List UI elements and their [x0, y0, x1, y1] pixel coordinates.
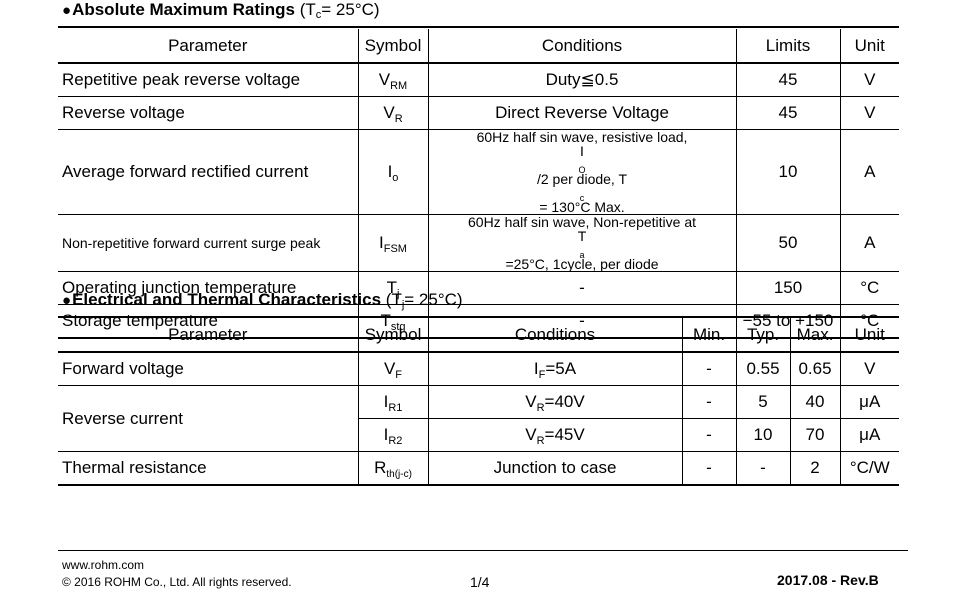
symbol-cell: VR: [357, 96, 429, 130]
table-row: Non-repetitive forward current surge pea…: [58, 214, 899, 272]
section-title-electrical: ●Electrical and Thermal Characteristics …: [62, 290, 463, 311]
limits-cell: 50: [735, 214, 841, 272]
parameter-cell: Average forward rectified current: [58, 129, 359, 215]
symbol-cell: VF: [357, 352, 429, 386]
conditions-cell: 60Hz half sin wave, resistive load, I O/2…: [427, 129, 737, 215]
section-heading: Absolute Maximum Ratings: [72, 0, 295, 19]
unit-cell: A: [839, 129, 899, 215]
unit-cell: A: [839, 214, 899, 272]
conditions-cell: IF=5A: [427, 352, 683, 386]
limits-cell: 45: [735, 63, 841, 97]
header-symbol: Symbol: [357, 29, 429, 64]
table-row: Repetitive peak reverse voltage VRM Duty…: [58, 63, 899, 97]
header-typ: Typ.: [735, 318, 791, 353]
symbol-cell: IR2: [357, 418, 429, 452]
symbol-cell: Rth(j-c): [357, 451, 429, 486]
conditions-cell: Direct Reverse Voltage: [427, 96, 737, 130]
table-row: Average forward rectified current Io 60H…: [58, 129, 899, 215]
table-row: Thermal resistance Rth(j-c) Junction to …: [58, 451, 899, 486]
symbol-cell: IFSM: [357, 214, 429, 272]
min-cell: -: [681, 451, 737, 486]
conditions-cell: Duty≦0.5: [427, 63, 737, 97]
typ-cell: 5: [735, 385, 791, 419]
conditions-cell: VR=45V: [427, 418, 683, 452]
header-parameter: Parameter: [58, 318, 359, 353]
table-top-rule: [58, 316, 899, 318]
conditions-cell: -: [427, 271, 737, 305]
header-limits: Limits: [735, 29, 841, 64]
unit-cell: V: [839, 352, 899, 386]
parameter-cell: Forward voltage: [58, 352, 359, 386]
header-unit: Unit: [839, 29, 899, 64]
min-cell: -: [681, 418, 737, 452]
min-cell: -: [681, 352, 737, 386]
conditions-cell: VR=40V: [427, 385, 683, 419]
table-row: Forward voltage VF IF=5A - 0.55 0.65 V: [58, 352, 899, 386]
conditions-cell: Junction to case: [427, 451, 683, 486]
limits-cell: 150: [735, 271, 841, 305]
symbol-cell: IR1: [357, 385, 429, 419]
max-cell: 0.65: [789, 352, 841, 386]
table-row: Reverse current IR1 VR=40V - 5 40 μA: [58, 385, 899, 452]
parameter-cell: Operating junction temperature: [58, 271, 359, 305]
footer-page-number: 1/4: [470, 574, 490, 590]
unit-cell: V: [839, 96, 899, 130]
table-row: IR2 VR=45V - 10 70 μA: [58, 418, 899, 452]
header-conditions: Conditions: [427, 29, 737, 64]
bullet-icon: ●: [62, 292, 72, 309]
max-cell: 70: [789, 418, 841, 452]
section-title-absolute-max: ●Absolute Maximum Ratings (Tc= 25°C): [62, 0, 380, 21]
header-min: Min.: [681, 318, 737, 353]
limits-cell: 45: [735, 96, 841, 130]
header-unit: Unit: [839, 318, 899, 353]
typ-cell: 0.55: [735, 352, 791, 386]
parameter-cell: Thermal resistance: [58, 451, 359, 486]
unit-cell: °C: [839, 271, 899, 305]
table-row: Reverse voltage VR Direct Reverse Voltag…: [58, 96, 899, 130]
parameter-cell: Non-repetitive forward current surge pea…: [58, 214, 359, 272]
table-header-row: Parameter Symbol Conditions Limits Unit: [58, 29, 899, 64]
symbol-cell: Io: [357, 129, 429, 215]
unit-cell: μA: [839, 385, 899, 419]
footer-url[interactable]: www.rohm.com: [62, 558, 145, 572]
min-cell: -: [681, 385, 737, 419]
max-cell: 40: [789, 385, 841, 419]
limits-cell: 10: [735, 129, 841, 215]
header-max: Max.: [789, 318, 841, 353]
electrical-thermal-table: Parameter Symbol Conditions Min. Typ. Ma…: [58, 318, 899, 486]
table-header-row: Parameter Symbol Conditions Min. Typ. Ma…: [58, 318, 899, 353]
table-top-rule: [58, 26, 899, 28]
typ-cell: -: [735, 451, 791, 486]
footer-revision: 2017.08 - Rev.B: [777, 572, 879, 588]
bullet-icon: ●: [62, 2, 72, 19]
table-row: Operating junction temperature Tj - 150 …: [58, 271, 899, 305]
unit-cell: V: [839, 63, 899, 97]
typ-cell: 10: [735, 418, 791, 452]
section-heading: Electrical and Thermal Characteristics: [72, 290, 382, 309]
parameter-cell: Repetitive peak reverse voltage: [58, 63, 359, 97]
header-symbol: Symbol: [357, 318, 429, 353]
header-conditions: Conditions: [427, 318, 683, 353]
parameter-cell: Reverse voltage: [58, 96, 359, 130]
section-condition: (Tj= 25°C): [385, 290, 463, 311]
unit-cell: μA: [839, 418, 899, 452]
footer-rule: [58, 550, 908, 551]
parameter-cell: Reverse current: [58, 385, 359, 452]
footer-copyright: © 2016 ROHM Co., Ltd. All rights reserve…: [62, 575, 292, 589]
unit-cell: °C/W: [839, 451, 899, 486]
max-cell: 2: [789, 451, 841, 486]
symbol-cell: Tj: [357, 271, 429, 305]
header-parameter: Parameter: [58, 29, 359, 64]
symbol-cell: VRM: [357, 63, 429, 97]
section-condition: (Tc= 25°C): [299, 0, 380, 21]
